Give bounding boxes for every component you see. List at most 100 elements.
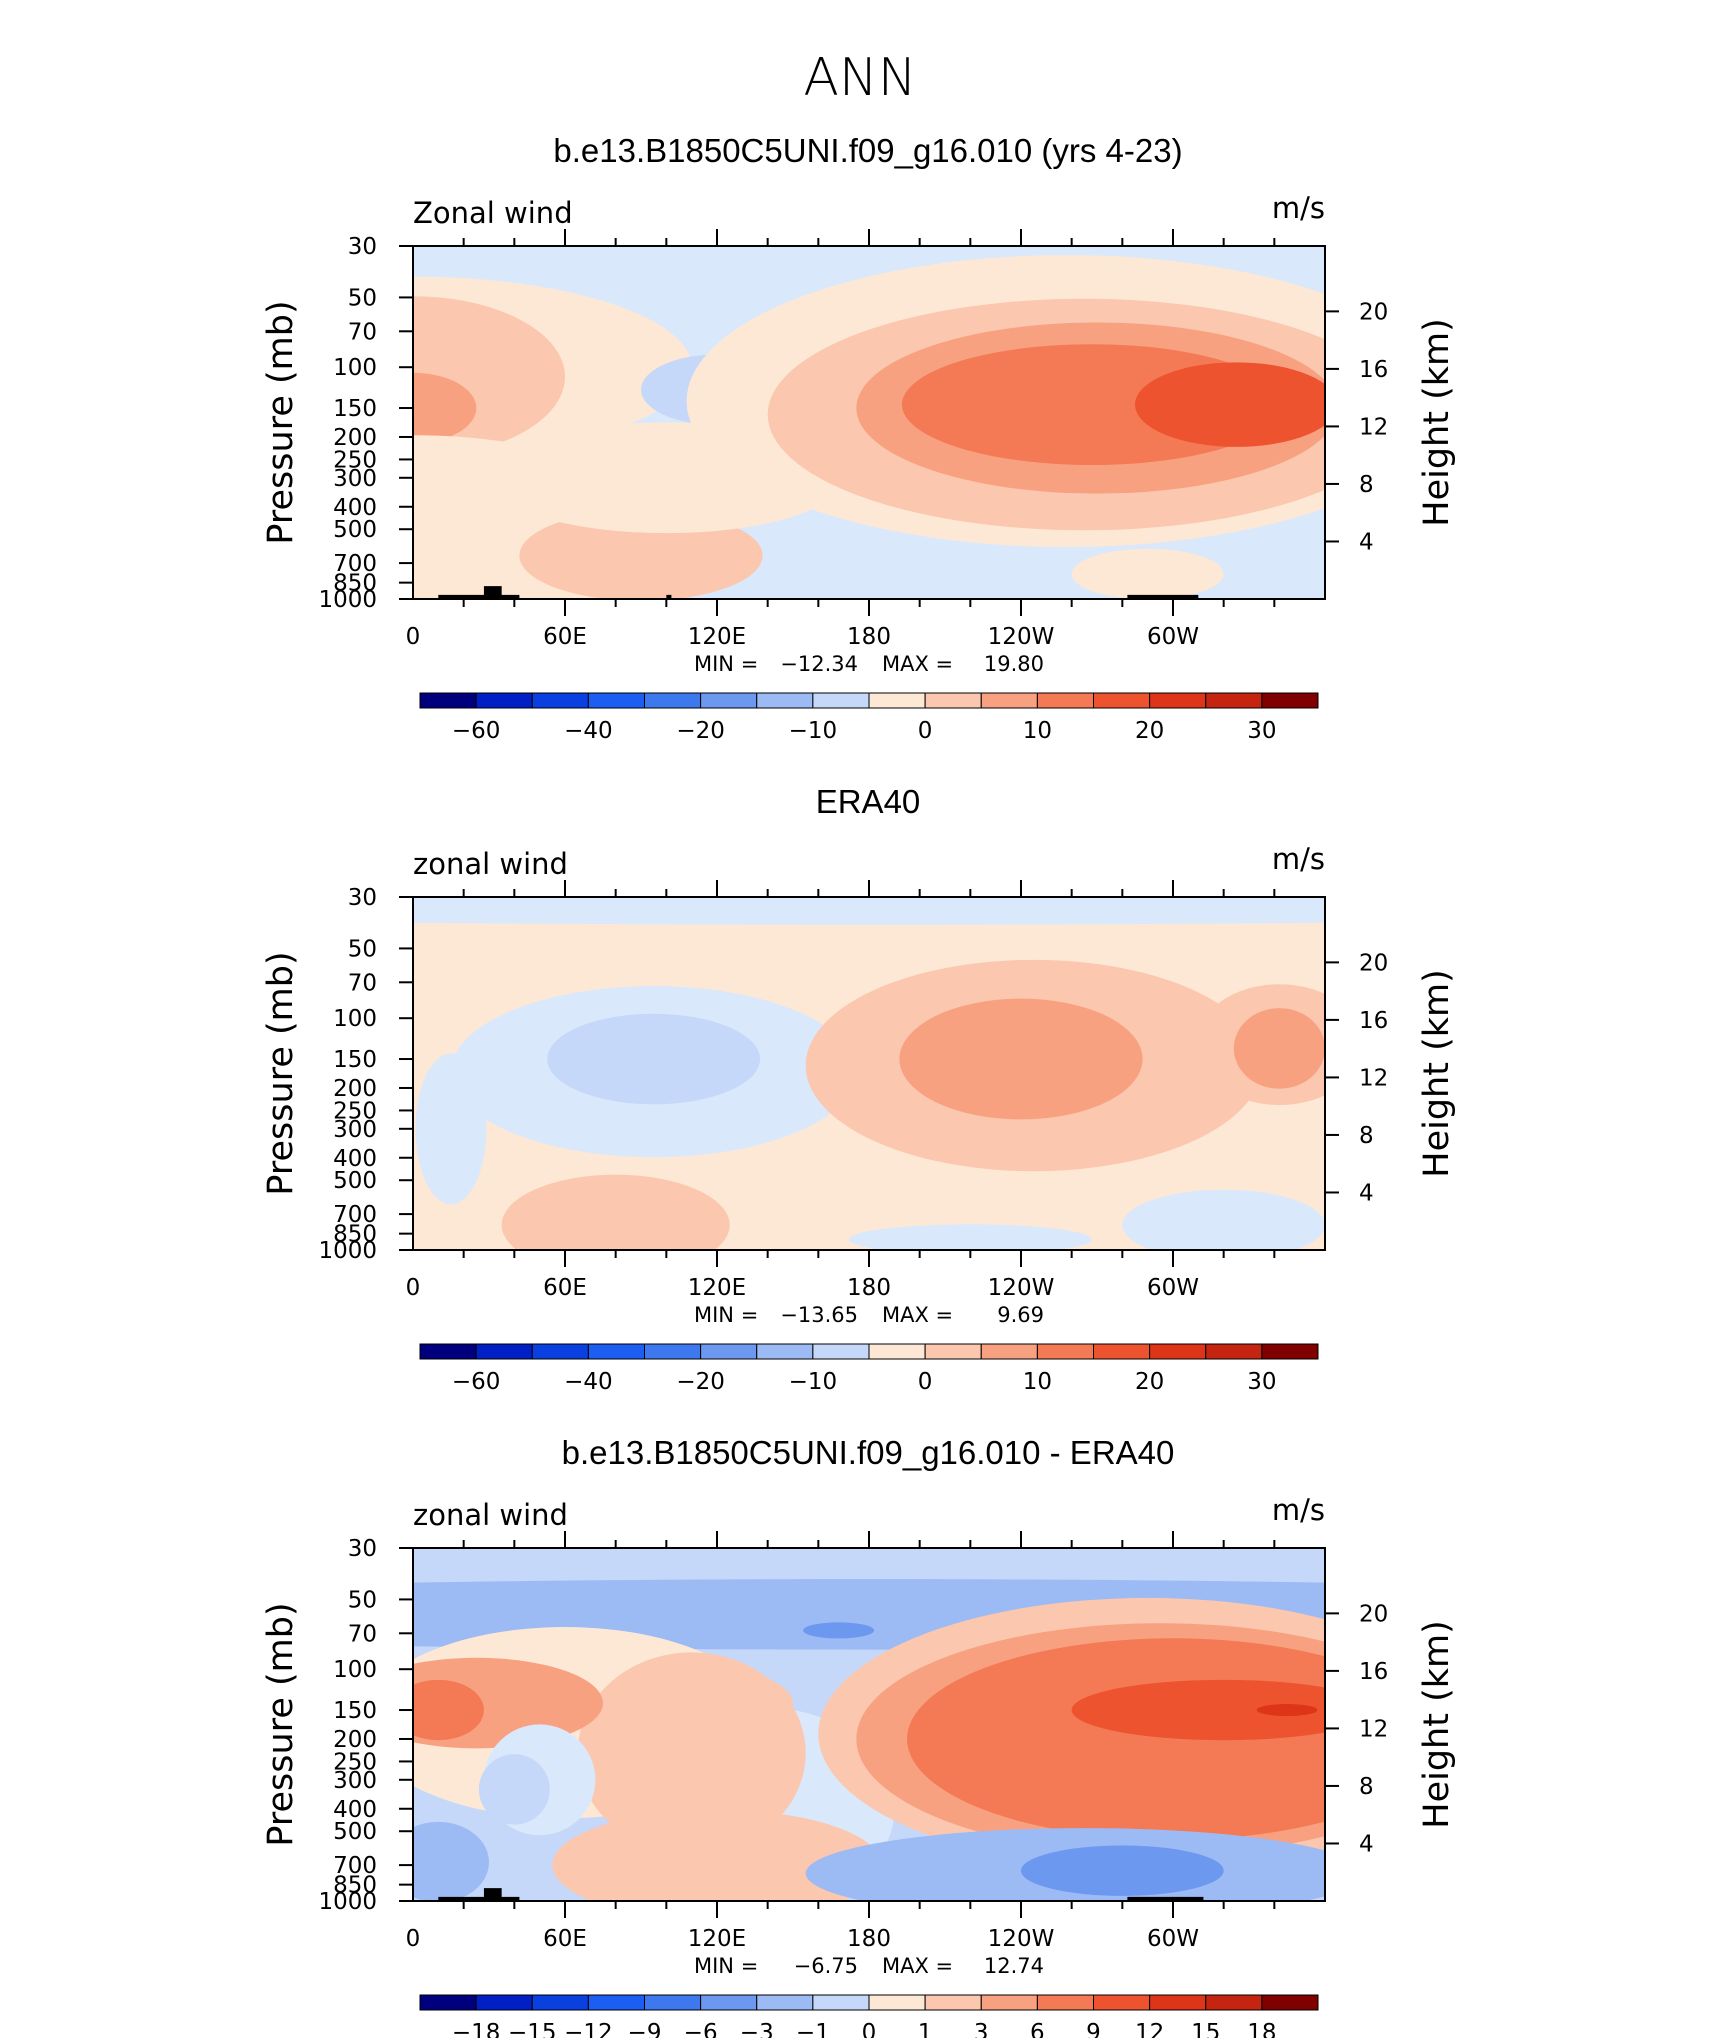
- y-tick-label: 300: [333, 1117, 377, 1143]
- contour-region-8: [1233, 1008, 1325, 1089]
- colorbar-swatch: [1149, 1994, 1207, 2011]
- y2-tick-label: 8: [1359, 1123, 1374, 1149]
- panel-title: ERA40: [816, 783, 921, 820]
- y-tick-label: 150: [333, 1698, 377, 1724]
- contour-region-1: [413, 897, 1325, 925]
- x-tick-label: 60E: [543, 624, 587, 650]
- min-value: −6.75: [794, 1954, 858, 1978]
- y2-tick-label: 12: [1359, 1065, 1388, 1091]
- y-tick-label: 500: [333, 1819, 377, 1845]
- contour-field: [413, 246, 1325, 599]
- colorbar-label: 10: [1023, 1369, 1052, 1395]
- x-tick-label: 120W: [988, 624, 1055, 650]
- y-axis-label: Pressure (mb): [261, 951, 301, 1195]
- colorbar-swatch: [756, 1343, 814, 1360]
- colorbar-swatch: [700, 1343, 758, 1360]
- y2-tick-label: 16: [1359, 357, 1388, 383]
- y-tick-label: 400: [333, 1797, 377, 1823]
- colorbar-label: −1: [796, 2020, 830, 2038]
- y2-tick-label: 20: [1359, 1601, 1388, 1627]
- colorbar-swatch: [980, 1994, 1038, 2011]
- y2-tick-label: 20: [1359, 299, 1388, 325]
- colorbar-swatch: [700, 1994, 758, 2011]
- topography-bar-2: [483, 1888, 502, 1901]
- y2-tick-label: 16: [1359, 1659, 1388, 1685]
- y2-tick-label: 12: [1359, 414, 1388, 440]
- x-tick-label: 120E: [688, 1926, 746, 1952]
- x-tick-label: 0: [406, 624, 421, 650]
- x-tick-label: 0: [406, 1926, 421, 1952]
- y-tick-label: 50: [348, 285, 377, 311]
- colorbar-swatch: [475, 1994, 533, 2011]
- colorbar-swatch: [1036, 1994, 1094, 2011]
- contour-field: [413, 1548, 1325, 1901]
- y-tick-label: 70: [348, 970, 377, 996]
- x-tick-label: 120W: [988, 1275, 1055, 1301]
- colorbar-swatch: [531, 1343, 589, 1360]
- colorbar-swatch: [700, 692, 758, 709]
- contour-region-16: [1071, 1679, 1325, 1741]
- y-tick-label: 100: [333, 1657, 377, 1683]
- colorbar-label: −6: [684, 2020, 718, 2038]
- colorbar-swatch: [587, 1994, 645, 2011]
- y-axis-label: Pressure (mb): [261, 300, 301, 544]
- max-label: MAX =: [882, 1303, 953, 1327]
- colorbar-swatch: [756, 1994, 814, 2011]
- topography-bar-1: [438, 1896, 520, 1901]
- colorbar-swatch: [1036, 692, 1094, 709]
- colorbar-swatch: [812, 692, 870, 709]
- chart-panel-3: b.e13.B1850C5UNI.f09_g16.010 - ERA40 zona…: [261, 1434, 1457, 2038]
- y2-axis-label: Height (km): [1417, 969, 1457, 1178]
- colorbar-label: −10: [789, 1369, 838, 1395]
- contour-region-4: [547, 1013, 761, 1105]
- chart-panel-2: ERA40 zonal wind m/s 0 60E 120E 180 120W 60W 30 50…: [261, 783, 1457, 1395]
- colorbar-swatch: [1036, 1343, 1094, 1360]
- variable-label: zonal wind: [413, 847, 568, 881]
- x-tick-label: 180: [847, 624, 891, 650]
- y-tick-label: 250: [333, 447, 377, 473]
- colorbar-label: 18: [1247, 2020, 1276, 2038]
- x-tick-label: 120W: [988, 1926, 1055, 1952]
- min-label: MIN =: [694, 1954, 758, 1978]
- colorbar-label: −3: [740, 2020, 774, 2038]
- colorbar-swatch: [980, 692, 1038, 709]
- units-label: m/s: [1272, 191, 1325, 225]
- y-tick-label: 400: [333, 495, 377, 521]
- colorbar-swatch: [587, 1343, 645, 1360]
- colorbar-swatch: [531, 692, 589, 709]
- chart-panel-1: b.e13.B1850C5UNI.f09_g16.010 (yrs 4-23) Z…: [261, 132, 1457, 744]
- y-tick-label: 700: [333, 551, 377, 577]
- y-tick-label: 50: [348, 1587, 377, 1613]
- y-tick-label: 500: [333, 1168, 377, 1194]
- min-value: −13.65: [780, 1303, 858, 1327]
- colorbar-swatch: [1149, 1343, 1207, 1360]
- colorbar-swatch: [924, 1343, 982, 1360]
- y-tick-label: 1000: [318, 587, 377, 613]
- min-label: MIN =: [694, 652, 758, 676]
- colorbar-label: 0: [918, 718, 933, 744]
- y2-tick-label: 8: [1359, 1774, 1374, 1800]
- y2-axis-label: Height (km): [1417, 1620, 1457, 1829]
- colorbar-swatch: [475, 692, 533, 709]
- colorbar-swatch: [419, 1994, 477, 2011]
- topography-bar-1: [438, 594, 520, 599]
- colorbar-label: 20: [1135, 718, 1164, 744]
- y-tick-label: 150: [333, 1047, 377, 1073]
- x-tick-label: 120E: [688, 624, 746, 650]
- contour-region-11: [1122, 1189, 1325, 1250]
- max-value: 12.74: [984, 1954, 1044, 1978]
- colorbar-swatch: [756, 692, 814, 709]
- x-tick-label: 60E: [543, 1275, 587, 1301]
- y-tick-label: 250: [333, 1098, 377, 1124]
- variable-label: Zonal wind: [413, 196, 573, 230]
- topography-bar-3: [666, 594, 672, 599]
- colorbar-swatch: [419, 692, 477, 709]
- colorbar-swatch: [644, 692, 702, 709]
- y2-tick-label: 8: [1359, 472, 1374, 498]
- colorbar-label: 15: [1191, 2020, 1220, 2038]
- contour-region-6: [899, 998, 1143, 1120]
- colorbar-label: −10: [789, 718, 838, 744]
- colorbar-swatch: [1093, 1343, 1151, 1360]
- colorbar-label: 0: [918, 1369, 933, 1395]
